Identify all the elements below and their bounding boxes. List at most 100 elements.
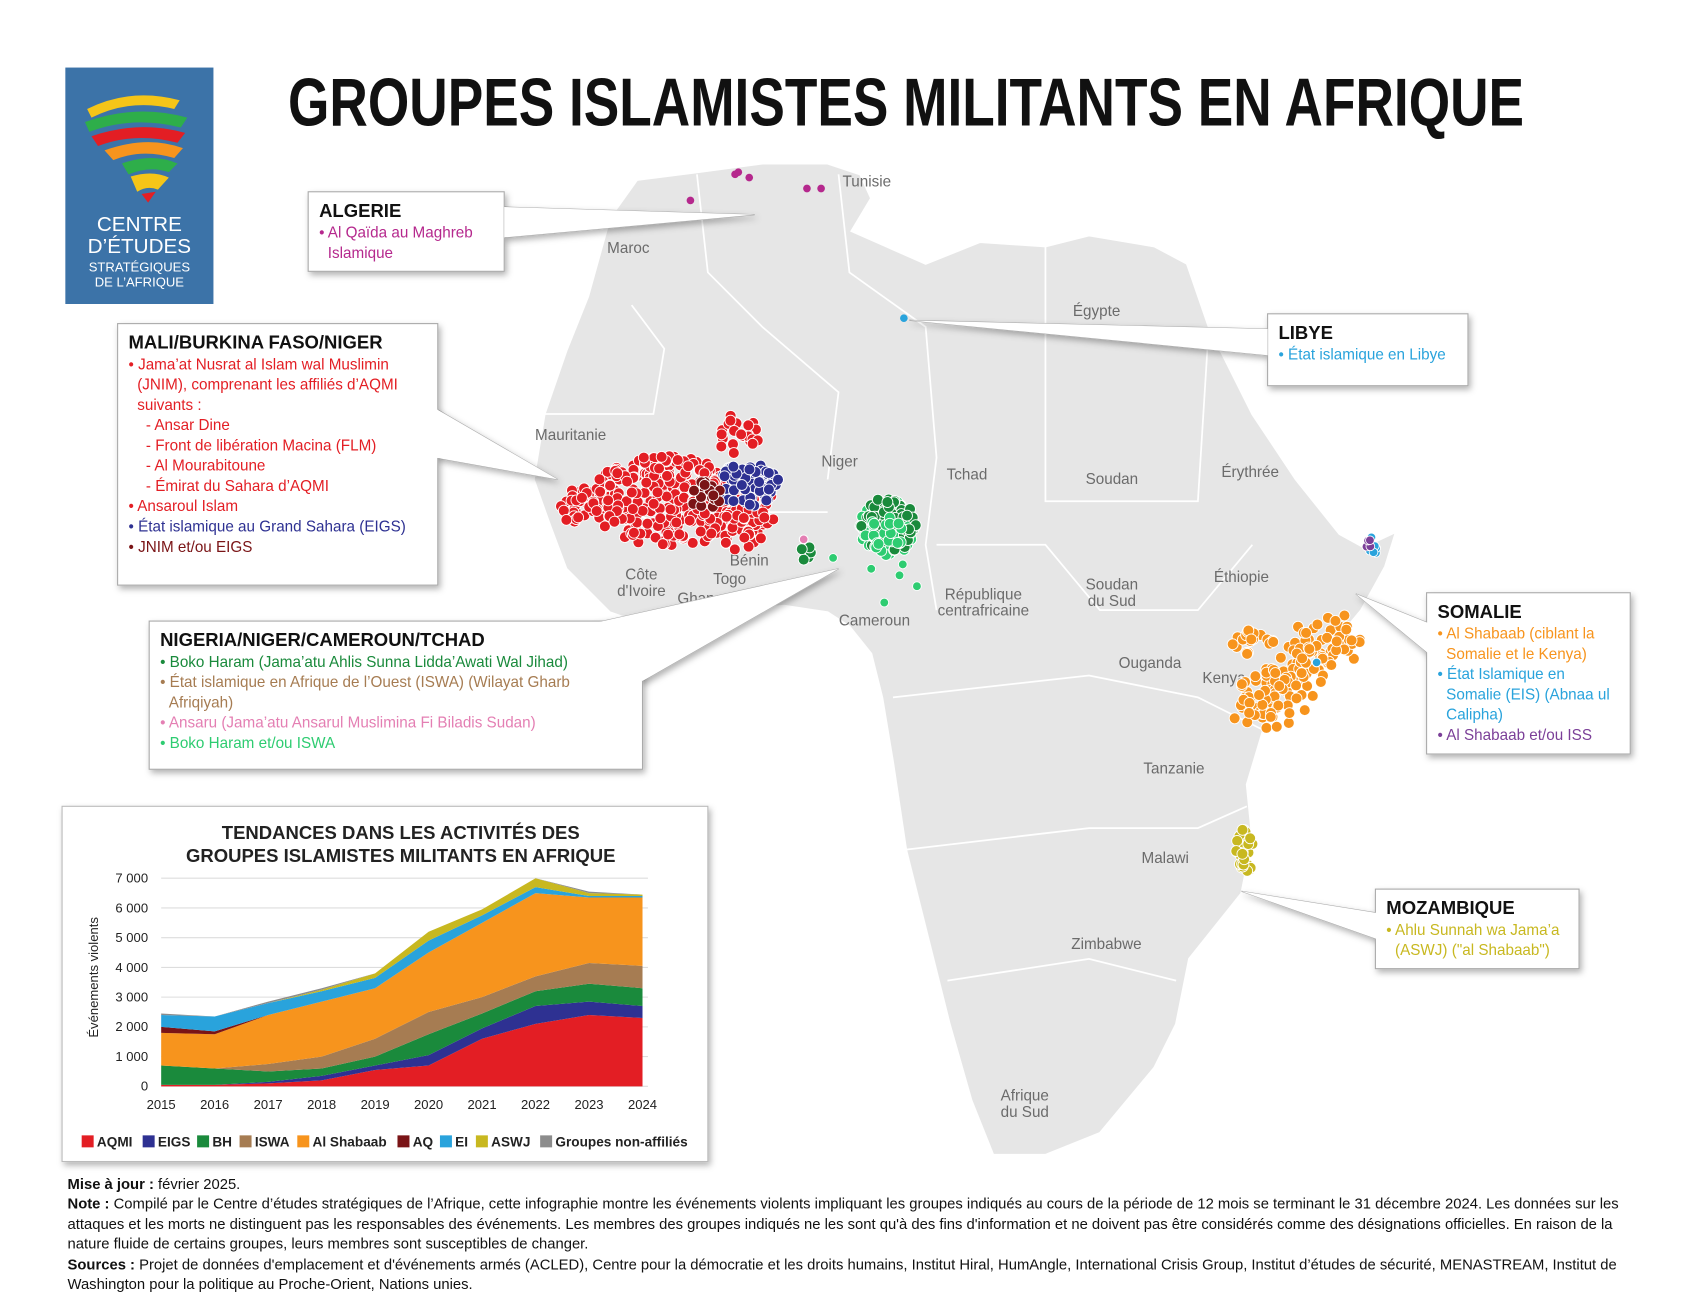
event-dot	[894, 570, 905, 581]
legend-label: Al Shabaab	[313, 1134, 387, 1149]
event-dot	[625, 486, 638, 499]
event-dot	[1243, 696, 1256, 709]
event-dot	[763, 483, 775, 496]
event-dot	[1295, 667, 1308, 679]
page-title: GROUPES ISLAMISTES MILITANTS EN AFRIQUE	[288, 65, 1524, 140]
event-dot	[621, 475, 633, 488]
event-dot	[715, 428, 728, 441]
event-dot	[628, 526, 640, 539]
callout-title: NIGERIA/NIGER/CAMEROUN/TCHAD	[160, 629, 485, 650]
event-dot	[661, 470, 673, 482]
event-dot	[745, 173, 754, 182]
logo-text: DE L’AFRIQUE	[95, 275, 185, 290]
event-dot	[1298, 704, 1311, 717]
callout-item: Somalie (EIS) (Abnaa ul	[1446, 686, 1610, 703]
country-label: Côte	[625, 567, 657, 584]
event-dot	[1282, 717, 1295, 729]
y-tick-label: 4 000	[115, 960, 148, 975]
callout-item: • État Islamique en	[1437, 666, 1564, 683]
event-dot	[707, 489, 720, 502]
country-label: du Sud	[1088, 593, 1136, 610]
event-dot	[593, 473, 606, 486]
y-tick-label: 7 000	[115, 871, 148, 886]
event-dot	[758, 511, 771, 524]
callout-item: • Al Shabaab (ciblant la	[1437, 626, 1595, 643]
y-tick-label: 3 000	[115, 989, 148, 1004]
event-dot	[737, 512, 750, 524]
event-dot	[900, 314, 908, 322]
logo-stripe	[130, 173, 169, 192]
border	[947, 957, 1177, 982]
footer-note: Note : Compilé par le Centre d’études st…	[68, 1195, 1636, 1255]
event-dot	[879, 597, 890, 608]
event-dot	[724, 414, 737, 427]
event-dot	[1256, 698, 1269, 711]
logo-stripe	[121, 157, 178, 175]
event-dot	[641, 517, 654, 530]
country-label: Tunisie	[843, 173, 892, 190]
callout-box	[1426, 592, 1631, 755]
legend-swatch	[397, 1135, 410, 1148]
logo-stripe	[87, 95, 180, 118]
event-dot	[1270, 720, 1283, 733]
y-tick-label: 1 000	[115, 1049, 148, 1064]
event-dot	[803, 184, 811, 193]
legend-label: EIGS	[158, 1134, 191, 1149]
footer-label: Note :	[67, 1195, 110, 1213]
event-dot	[1311, 618, 1324, 631]
x-tick-label: 2015	[147, 1097, 176, 1112]
country-label: Kenya	[1202, 670, 1246, 687]
callout-item: suivants :	[137, 397, 201, 414]
event-dot	[881, 496, 894, 508]
footer-sources: Sources : Projet de données d'emplacemen…	[68, 1255, 1636, 1295]
callout-title: LIBYE	[1278, 322, 1332, 343]
legend-label: EI	[455, 1134, 468, 1149]
event-dot	[1330, 635, 1343, 648]
callout-title: ALGERIE	[319, 200, 401, 221]
country-label: Bénin	[730, 552, 769, 569]
country-label: Éthiopie	[1214, 569, 1269, 586]
legend-swatch	[475, 1135, 488, 1148]
callout-item: • Ansaru (Jama’atu Ansarul Muslimina Fi …	[160, 715, 536, 732]
area	[161, 878, 643, 1017]
border	[892, 674, 1264, 731]
callout-item: (ASWJ) ("al Shabaab")	[1395, 942, 1550, 959]
event-dot	[670, 516, 683, 529]
area	[161, 962, 643, 1072]
callout-item: Calipha)	[1446, 707, 1503, 724]
legend-swatch	[239, 1135, 252, 1148]
callout-item: - Émirat du Sahara d’AQMI	[146, 478, 329, 495]
event-dot	[1290, 692, 1303, 705]
legend-swatch	[81, 1135, 94, 1148]
event-dot	[656, 538, 669, 551]
callout-title: MOZAMBIQUE	[1386, 897, 1514, 918]
country-label: Zimbabwe	[1071, 936, 1141, 953]
event-dot	[735, 479, 748, 491]
event-dot	[604, 479, 616, 492]
event-dot	[1345, 634, 1358, 647]
event-dot	[1264, 711, 1277, 723]
country-label: Togo	[713, 571, 746, 588]
event-dot	[673, 528, 686, 541]
callout-item: • État islamique au Grand Sahara (EIGS)	[129, 519, 406, 536]
event-dot	[1260, 722, 1273, 734]
country-label: Maroc	[607, 240, 650, 257]
country-label: Soudan	[1086, 471, 1139, 488]
x-tick-label: 2021	[468, 1097, 497, 1112]
event-dot	[743, 498, 756, 511]
event-dot	[1269, 667, 1282, 679]
footer-label: Sources :	[67, 1255, 135, 1273]
event-dot	[1249, 670, 1262, 683]
y-tick-label: 5 000	[115, 930, 148, 945]
country-label: Ouganda	[1119, 655, 1182, 672]
event-dot	[1290, 679, 1302, 692]
callout-item: • Boko Haram et/ou ISWA	[160, 735, 336, 752]
event-dot	[682, 460, 695, 473]
border	[837, 174, 938, 611]
event-dot	[1303, 643, 1316, 655]
event-dot	[753, 476, 765, 488]
logo-text: CENTRE	[97, 213, 182, 236]
legend-label: AQMI	[97, 1134, 133, 1149]
event-dot	[727, 460, 740, 473]
